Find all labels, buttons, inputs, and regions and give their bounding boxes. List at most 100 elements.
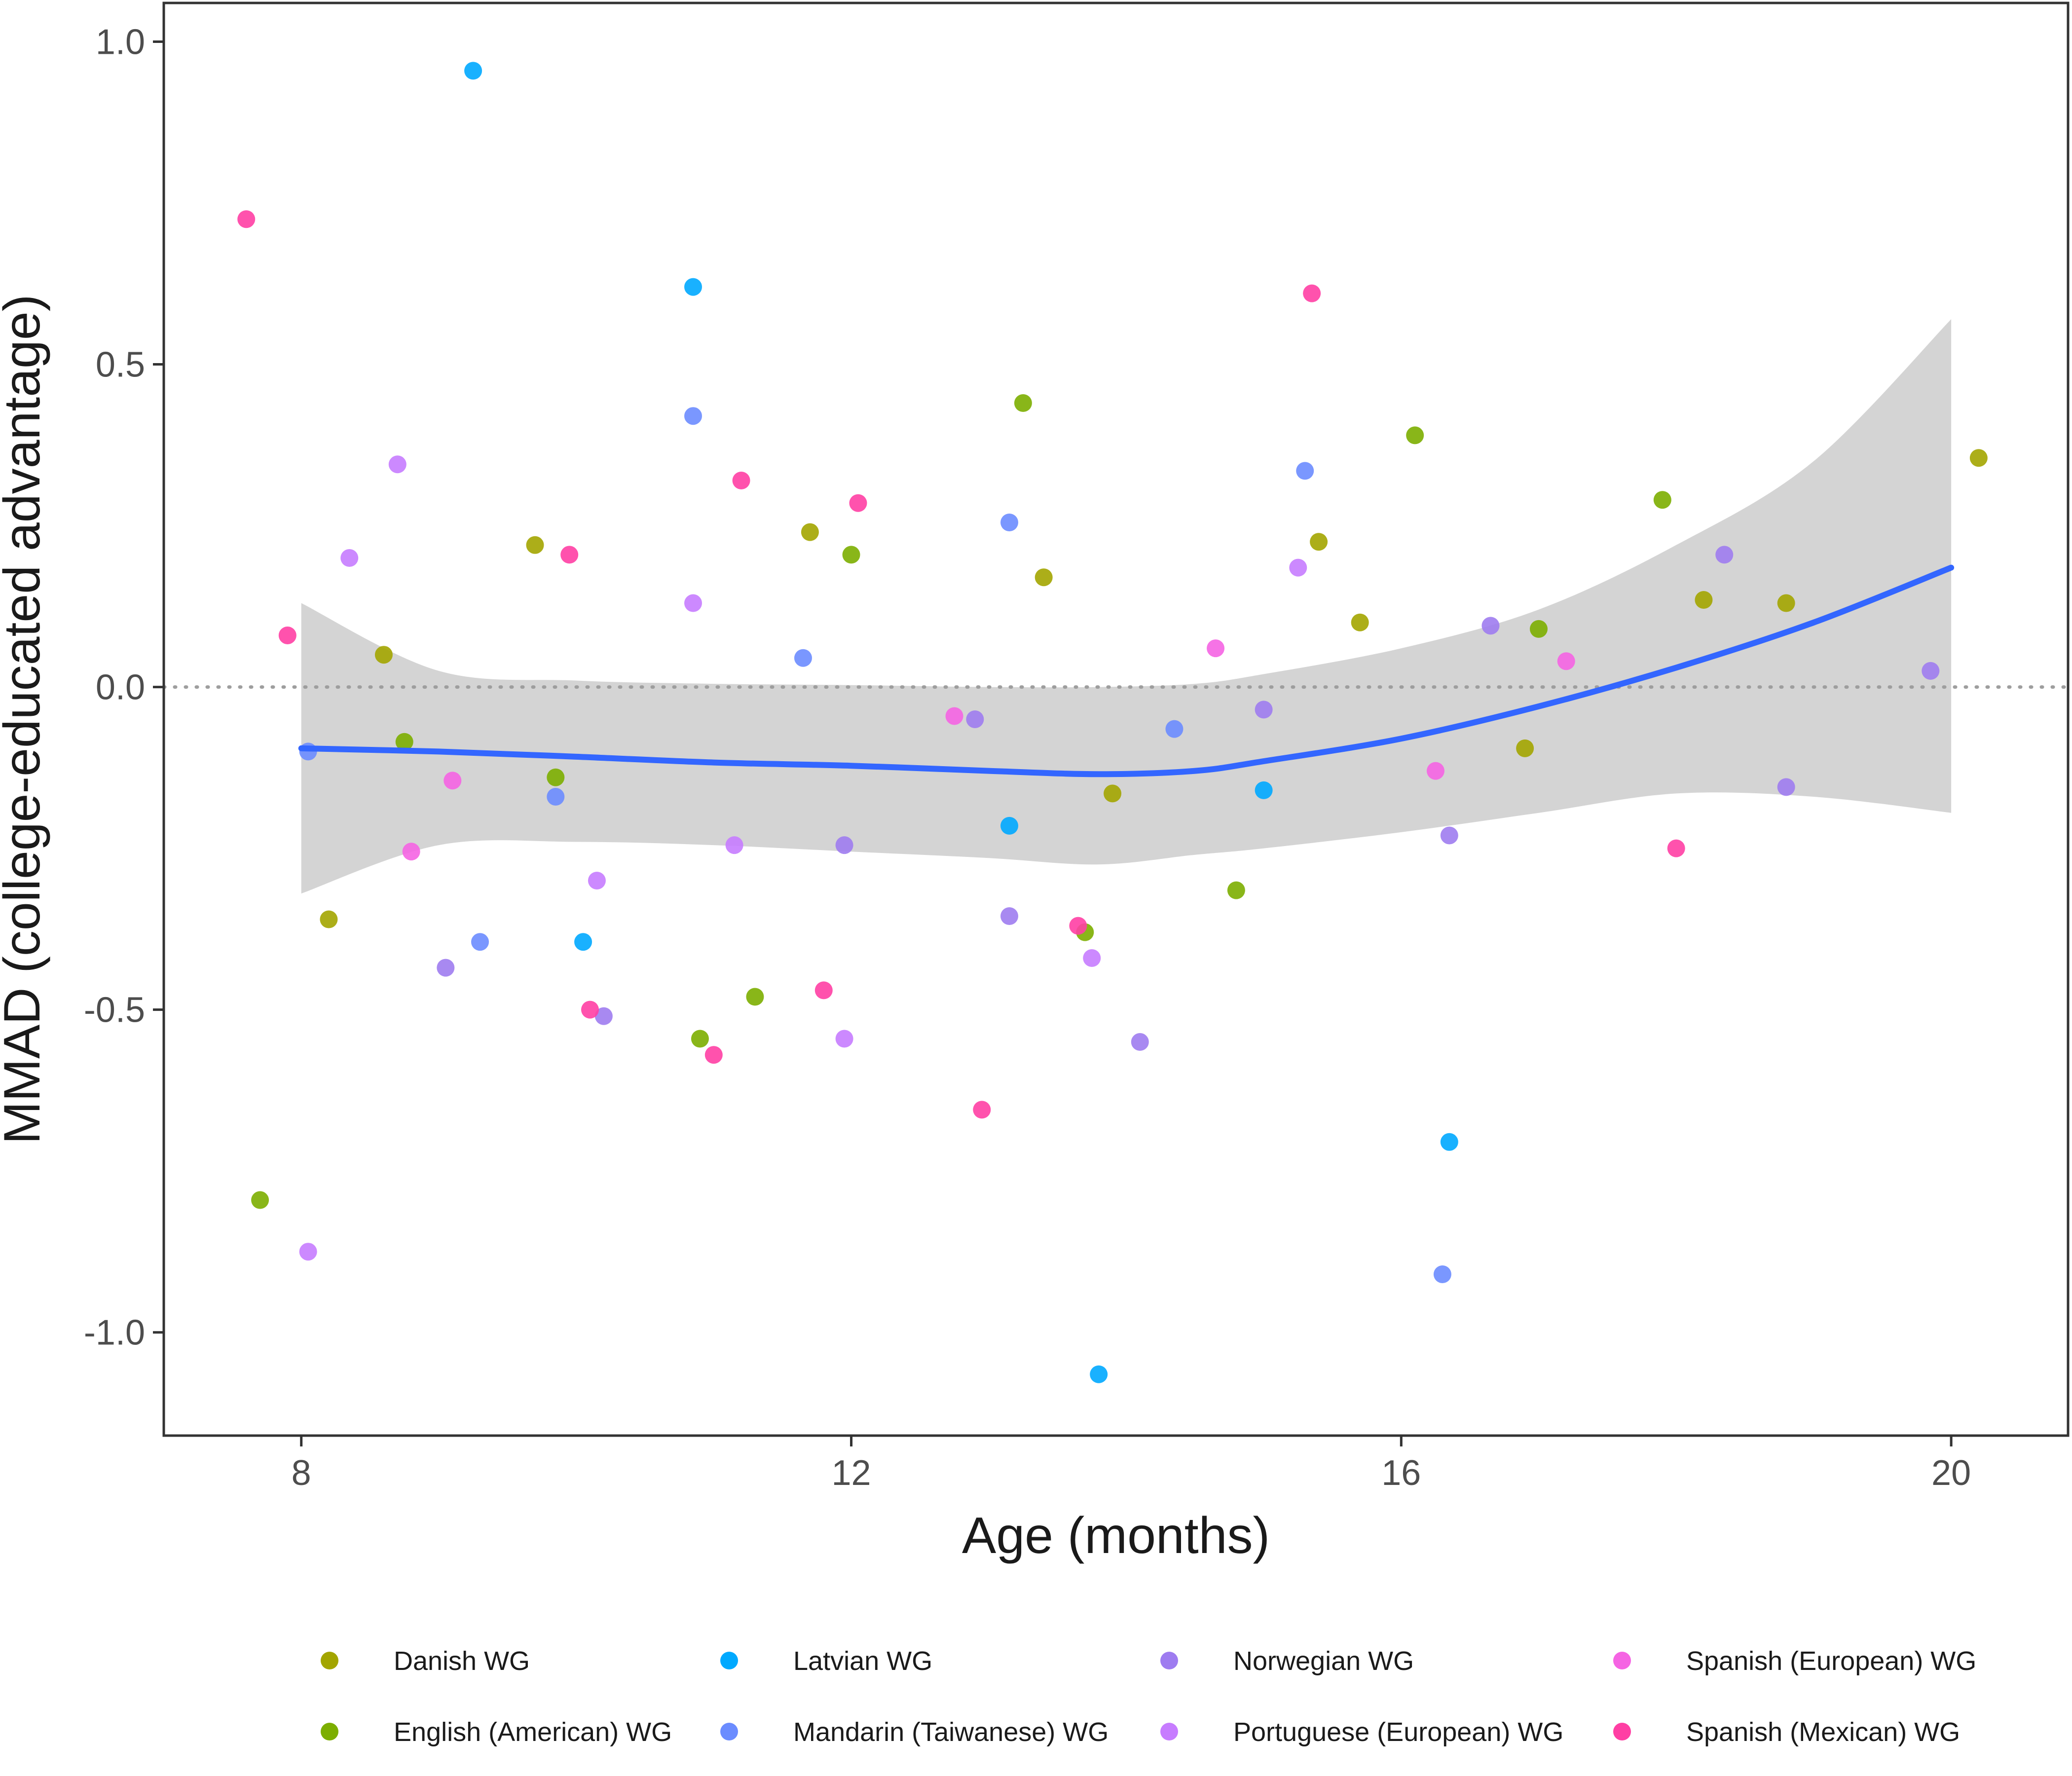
data-point — [444, 772, 462, 790]
data-point — [1131, 1033, 1149, 1051]
plot-border — [162, 1, 2070, 1437]
data-point — [1069, 917, 1087, 935]
legend-item: Mandarin (Taiwanese) WG — [720, 1717, 1109, 1747]
data-point — [1000, 816, 1019, 835]
data-point — [251, 1191, 269, 1209]
x-tick-label: 8 — [292, 1453, 311, 1493]
data-point — [1083, 949, 1101, 967]
data-point — [388, 455, 407, 474]
legend-label: Spanish (European) WG — [1686, 1646, 1976, 1676]
y-tick-label: 1.0 — [96, 22, 145, 62]
legend-key — [720, 1723, 738, 1740]
smooth-line-layer — [298, 564, 1955, 777]
data-point — [526, 536, 544, 554]
legend-key — [1613, 1723, 1631, 1740]
legend: Danish WG English (American) WG Latvian WG… — [321, 1646, 1976, 1747]
data-point — [1255, 781, 1273, 799]
data-point — [1014, 394, 1032, 412]
legend-item: Spanish (European) WG — [1613, 1646, 1976, 1676]
data-point — [1255, 701, 1273, 719]
data-point — [1557, 652, 1575, 670]
data-point — [581, 1000, 599, 1019]
data-point — [1481, 617, 1500, 635]
data-point — [842, 546, 860, 564]
legend-label: Latvian WG — [793, 1646, 932, 1676]
data-point — [684, 594, 702, 612]
legend-key — [1613, 1652, 1631, 1669]
data-point — [684, 278, 702, 296]
data-point — [1440, 1133, 1458, 1151]
scatter-points-layer — [237, 62, 1988, 1383]
x-tick-label: 20 — [1931, 1453, 1971, 1493]
data-point — [402, 843, 420, 861]
data-point — [1104, 784, 1122, 803]
data-point — [704, 1046, 723, 1064]
y-tick-label: 0.0 — [96, 668, 145, 707]
data-point — [278, 626, 296, 644]
data-point — [547, 768, 565, 786]
legend-item: English (American) WG — [321, 1717, 672, 1747]
data-point — [725, 836, 743, 854]
data-point — [1207, 639, 1225, 658]
data-point — [1296, 462, 1314, 480]
data-point — [1653, 491, 1671, 509]
legend-label: Danish WG — [394, 1646, 530, 1676]
x-axis-title: Age (months) — [962, 1507, 1270, 1564]
legend-label: Norwegian WG — [1233, 1646, 1414, 1676]
confidence-band — [301, 319, 1952, 894]
data-point — [574, 933, 592, 951]
data-point — [594, 1007, 613, 1025]
data-point — [1922, 662, 1940, 680]
legend-key — [321, 1652, 338, 1669]
y-axis-title: MMAD (college-educated advantage) — [0, 295, 51, 1145]
data-point — [835, 1030, 853, 1048]
data-point — [849, 494, 867, 512]
data-point — [1165, 720, 1184, 738]
data-point — [1090, 1365, 1108, 1383]
data-point — [395, 733, 413, 751]
data-point — [684, 407, 702, 425]
confidence-band-layer — [301, 319, 1952, 894]
data-point — [340, 549, 359, 567]
data-point — [437, 959, 455, 977]
data-point — [374, 646, 393, 664]
data-point — [299, 1243, 317, 1261]
data-point — [1440, 826, 1458, 845]
legend-label: Spanish (Mexican) WG — [1686, 1717, 1960, 1747]
data-point — [1969, 449, 1988, 467]
data-point — [1667, 839, 1685, 857]
y-axis: 1.0 0.5 0.0 -0.5 -1.0 — [84, 22, 164, 1353]
legend-key — [720, 1652, 738, 1669]
data-point — [1715, 546, 1734, 564]
data-point — [732, 472, 750, 489]
y-tick-label: -0.5 — [84, 991, 145, 1030]
data-point — [1433, 1265, 1451, 1283]
legend-key — [1160, 1723, 1178, 1740]
data-point — [320, 910, 338, 928]
data-point — [560, 546, 579, 564]
data-point — [1426, 762, 1444, 780]
data-point — [471, 933, 489, 951]
data-point — [1516, 739, 1534, 757]
data-point — [237, 210, 256, 228]
data-point — [746, 988, 764, 1006]
data-point — [1351, 613, 1369, 631]
data-point — [1289, 558, 1307, 577]
x-tick-label: 12 — [831, 1453, 871, 1493]
data-point — [966, 710, 984, 728]
data-point — [588, 872, 606, 890]
legend-item: Norwegian WG — [1160, 1646, 1414, 1676]
y-tick-label: -1.0 — [84, 1313, 145, 1353]
data-point — [801, 523, 819, 541]
data-point — [1000, 514, 1019, 532]
smooth-line — [298, 564, 1955, 777]
data-point — [1777, 594, 1795, 612]
data-point — [973, 1101, 991, 1119]
data-point — [691, 1030, 709, 1048]
data-point — [835, 836, 853, 854]
legend-item: Spanish (Mexican) WG — [1613, 1717, 1960, 1747]
legend-key — [1160, 1652, 1178, 1669]
data-point — [1695, 591, 1713, 609]
data-point — [547, 787, 565, 806]
